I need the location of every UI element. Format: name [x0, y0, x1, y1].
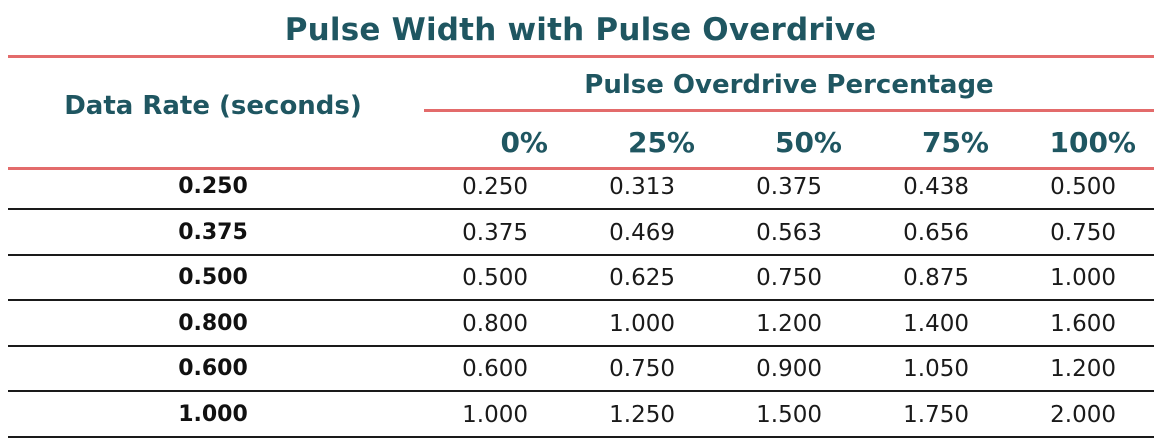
table-cell: 0.500 [462, 265, 528, 291]
table-cell: 1.750 [903, 402, 969, 428]
table-cell: 0.750 [609, 356, 675, 382]
column-header-50: 50% [774, 126, 842, 159]
row-label: 0.800 [178, 311, 248, 336]
row-divider [8, 345, 1154, 347]
table-cell: 0.656 [903, 220, 969, 246]
row-divider [8, 208, 1154, 210]
table-cell: 0.600 [462, 356, 528, 382]
table-cell: 1.050 [903, 356, 969, 382]
table-cell: 1.600 [1050, 311, 1116, 337]
table-cell: 1.200 [1050, 356, 1116, 382]
header-divider [8, 167, 1154, 170]
table-cell: 1.000 [1050, 265, 1116, 291]
table-cell: 1.500 [756, 402, 822, 428]
row-divider [8, 436, 1154, 438]
column-header-100: 100% [1049, 126, 1136, 159]
column-header-25: 25% [627, 126, 695, 159]
row-divider [8, 299, 1154, 301]
column-header-0: 0% [500, 126, 548, 159]
table-cell: 0.500 [1050, 174, 1116, 200]
table-cell: 0.625 [609, 265, 675, 291]
table-cell: 0.900 [756, 356, 822, 382]
column-group-header: Pulse Overdrive Percentage [584, 70, 994, 100]
title-divider [8, 55, 1154, 58]
row-header-label: Data Rate (seconds) [64, 91, 362, 121]
row-label: 0.250 [178, 174, 248, 199]
row-divider [8, 254, 1154, 256]
table-cell: 1.000 [609, 311, 675, 337]
row-label: 0.600 [178, 356, 248, 381]
table-cell: 0.375 [462, 220, 528, 246]
table-cell: 2.000 [1050, 402, 1116, 428]
table-cell: 0.563 [756, 220, 822, 246]
table-cell: 0.750 [1050, 220, 1116, 246]
table-title: Pulse Width with Pulse Overdrive [284, 12, 877, 48]
table-cell: 1.250 [609, 402, 675, 428]
table-cell: 0.800 [462, 311, 528, 337]
table-cell: 0.875 [903, 265, 969, 291]
table-cell: 1.200 [756, 311, 822, 337]
table-cell: 0.375 [756, 174, 822, 200]
row-divider [8, 390, 1154, 392]
row-label: 1.000 [178, 402, 248, 427]
table-cell: 0.250 [462, 174, 528, 200]
column-header-75: 75% [921, 126, 989, 159]
table-cell: 0.750 [756, 265, 822, 291]
table-cell: 0.438 [903, 174, 969, 200]
table-cell: 1.400 [903, 311, 969, 337]
row-label: 0.500 [178, 265, 248, 290]
column-group-divider [424, 109, 1154, 112]
table-cell: 0.469 [609, 220, 675, 246]
table-cell: 1.000 [462, 402, 528, 428]
row-label: 0.375 [178, 220, 248, 245]
table-cell: 0.313 [609, 174, 675, 200]
